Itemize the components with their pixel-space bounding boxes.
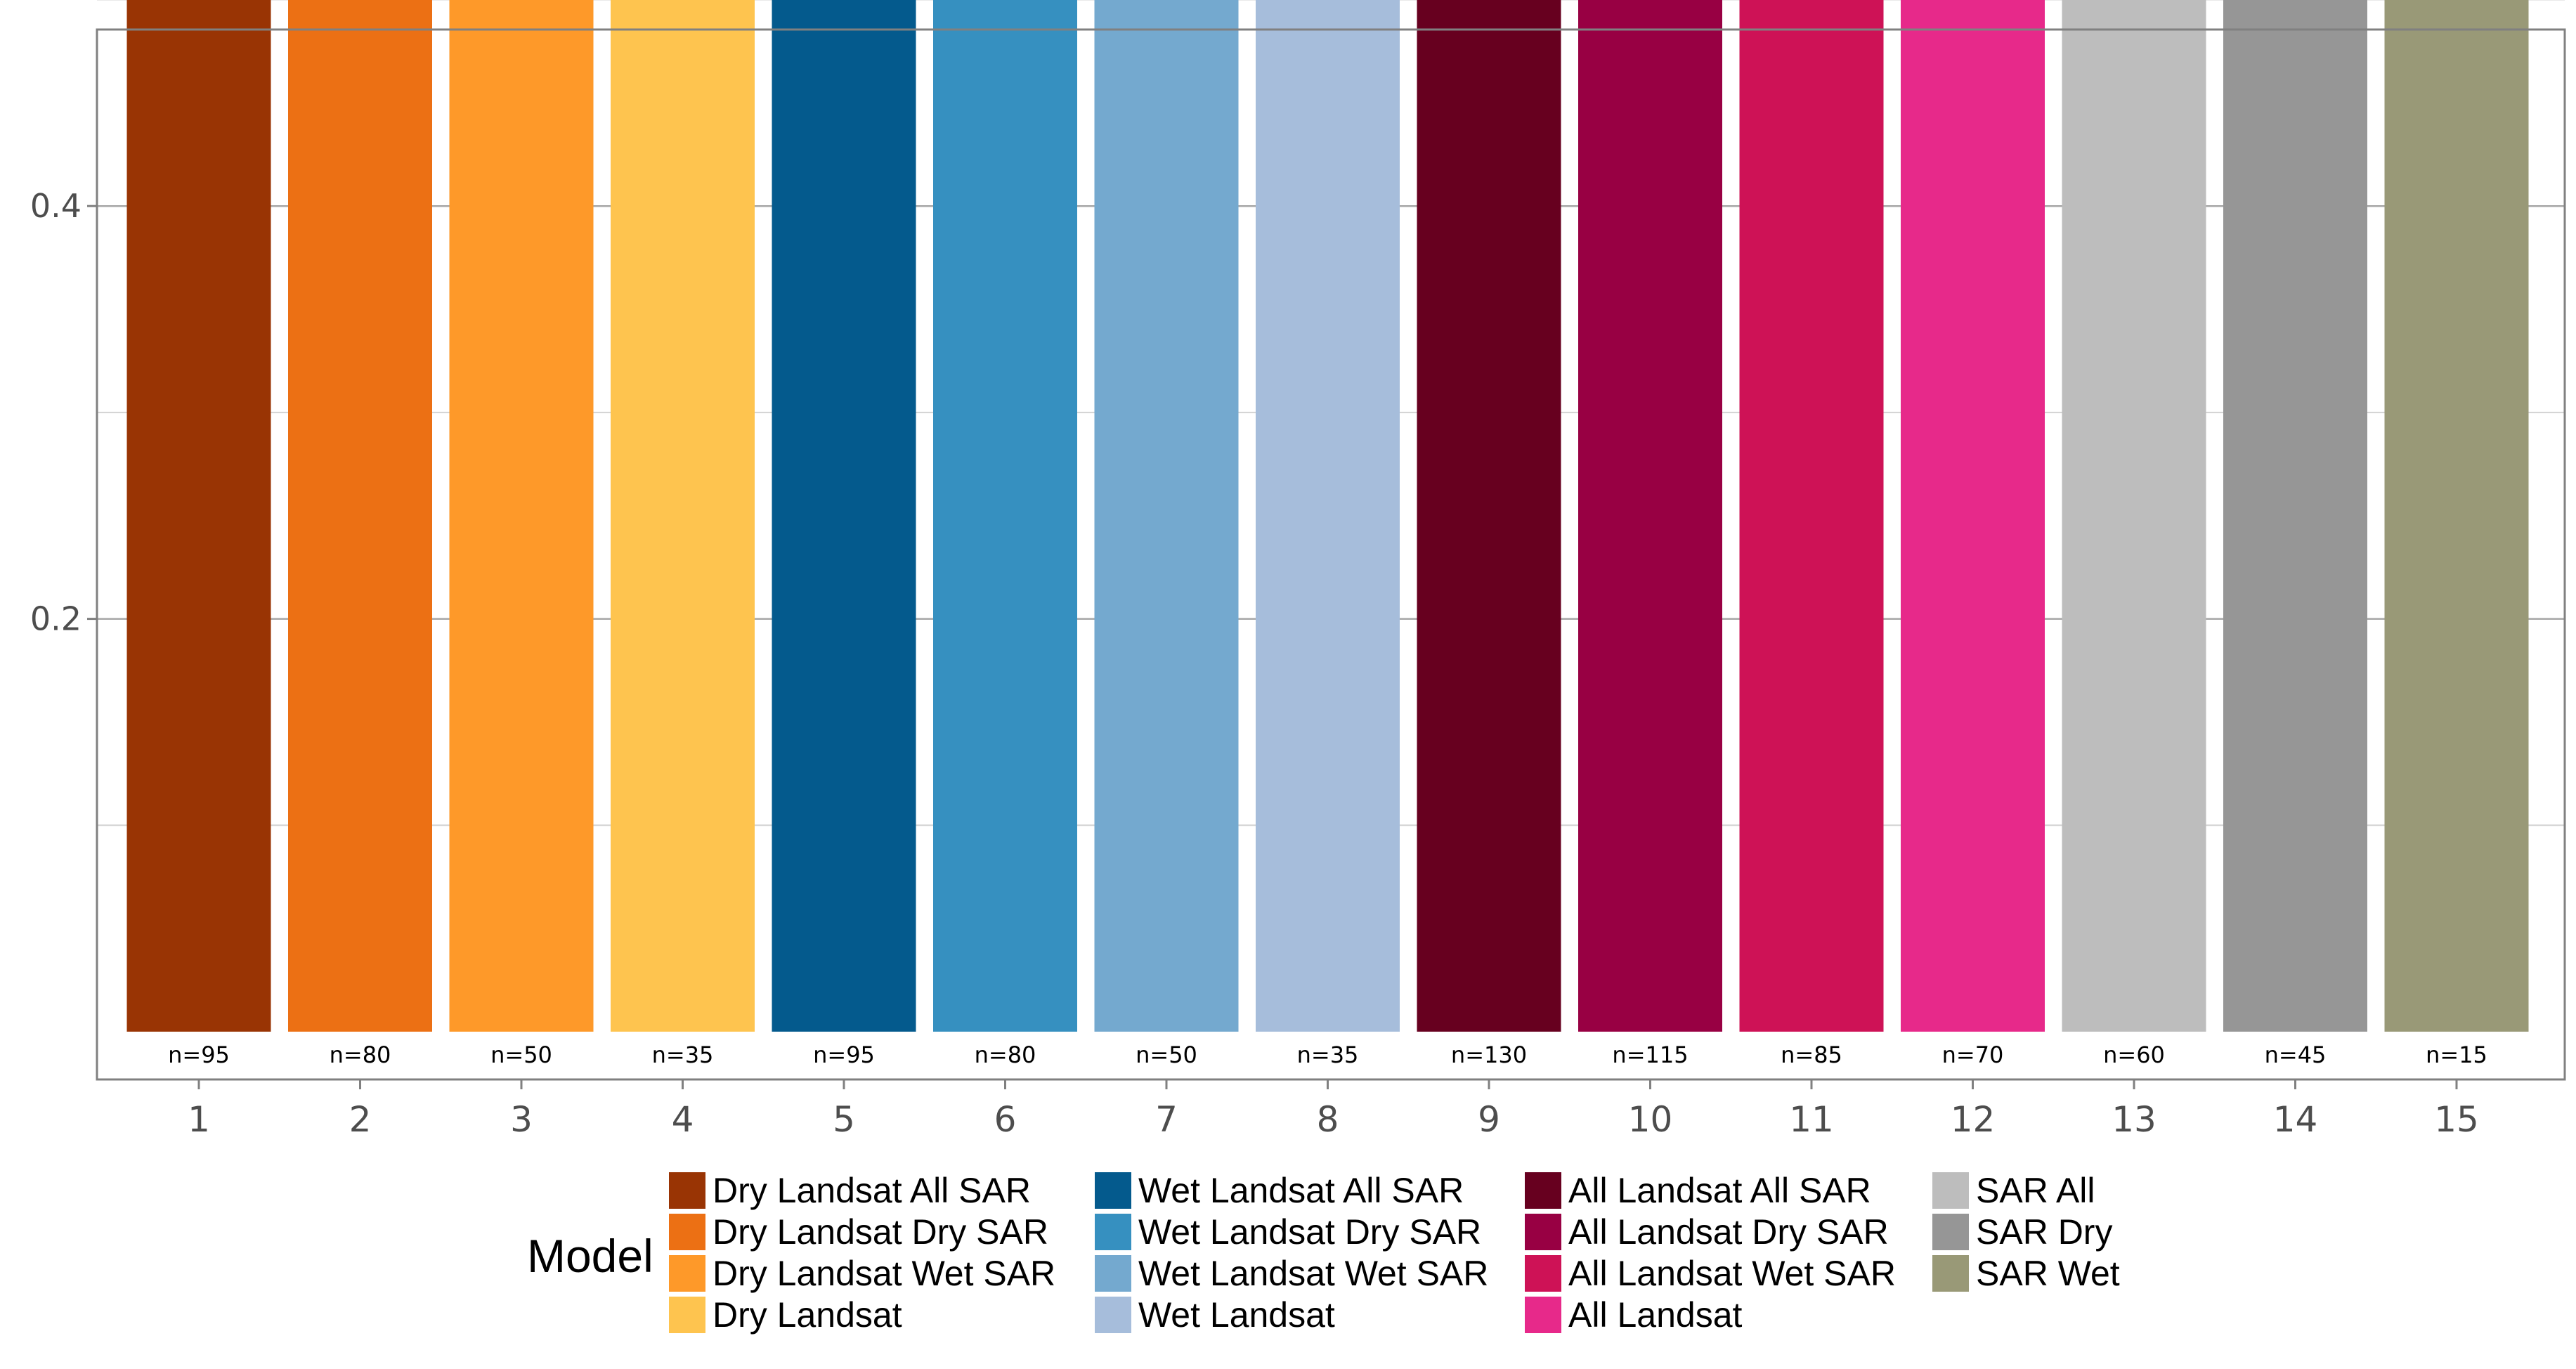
sample-size-label: n=60 bbox=[2103, 1042, 2165, 1068]
bar bbox=[449, 0, 594, 1032]
sample-size-label: n=130 bbox=[1451, 1042, 1527, 1068]
x-tick-label: 10 bbox=[1628, 1099, 1673, 1140]
x-tick-label: 9 bbox=[1478, 1099, 1500, 1140]
legend-swatch bbox=[1095, 1255, 1131, 1292]
x-tick-label: 7 bbox=[1155, 1099, 1178, 1140]
legend-label: All Landsat All SAR bbox=[1568, 1171, 1871, 1210]
legend-label: Wet Landsat Wet SAR bbox=[1138, 1254, 1488, 1293]
sample-size-label: n=80 bbox=[975, 1042, 1036, 1068]
legend-label: All Landsat Dry SAR bbox=[1568, 1212, 1889, 1252]
legend-swatch bbox=[1095, 1297, 1131, 1333]
legend-label: Dry Landsat bbox=[713, 1295, 902, 1335]
legend-swatch bbox=[1525, 1172, 1561, 1209]
sample-size-label: n=50 bbox=[1136, 1042, 1197, 1068]
bar bbox=[2384, 0, 2529, 1032]
y-tick-label: 0.4 bbox=[30, 187, 82, 225]
legend-swatch bbox=[1095, 1214, 1131, 1250]
bar bbox=[1256, 0, 1400, 1032]
legend-title: Model bbox=[527, 1230, 653, 1282]
bar bbox=[1901, 0, 2045, 1032]
legend-label: Dry Landsat All SAR bbox=[713, 1171, 1031, 1210]
x-tick-label: 4 bbox=[672, 1099, 694, 1140]
sample-size-label: n=50 bbox=[490, 1042, 552, 1068]
bar bbox=[1578, 0, 1722, 1032]
bar bbox=[933, 0, 1077, 1032]
bar bbox=[772, 0, 916, 1032]
bar bbox=[1094, 0, 1239, 1032]
sample-size-label: n=80 bbox=[330, 1042, 391, 1068]
legend-swatch bbox=[1095, 1172, 1131, 1209]
sample-size-label: n=70 bbox=[1942, 1042, 2004, 1068]
sample-size-label: n=15 bbox=[2426, 1042, 2487, 1068]
sample-size-label: n=95 bbox=[168, 1042, 230, 1068]
legend-label: All Landsat Wet SAR bbox=[1568, 1254, 1896, 1293]
legend-swatch bbox=[1525, 1255, 1561, 1292]
x-tick-label: 8 bbox=[1317, 1099, 1339, 1140]
axes: 0.20.40.60.8123456789101112131415 bbox=[30, 187, 2479, 1140]
legend-label: SAR Dry bbox=[1976, 1212, 2112, 1252]
x-tick-label: 12 bbox=[1951, 1099, 1996, 1140]
legend-label: Wet Landsat bbox=[1138, 1295, 1335, 1335]
bar bbox=[1739, 0, 1884, 1032]
bar bbox=[1417, 0, 1561, 1032]
sample-size-label: n=85 bbox=[1781, 1042, 1842, 1068]
legend-label: Wet Landsat Dry SAR bbox=[1138, 1212, 1481, 1252]
bar bbox=[611, 0, 755, 1032]
x-tick-label: 2 bbox=[349, 1099, 372, 1140]
x-tick-label: 11 bbox=[1789, 1099, 1834, 1140]
x-tick-label: 15 bbox=[2434, 1099, 2479, 1140]
legend-swatch bbox=[1932, 1172, 1969, 1209]
legend-swatch bbox=[669, 1297, 705, 1333]
sample-size-label: n=35 bbox=[1297, 1042, 1359, 1068]
x-tick-label: 3 bbox=[510, 1099, 533, 1140]
legend-label: Dry Landsat Dry SAR bbox=[713, 1212, 1048, 1252]
legend-label: Dry Landsat Wet SAR bbox=[713, 1254, 1055, 1293]
sample-size-label: n=45 bbox=[2265, 1042, 2327, 1068]
x-tick-label: 6 bbox=[994, 1099, 1017, 1140]
x-tick-label: 14 bbox=[2273, 1099, 2318, 1140]
legend-label: Wet Landsat All SAR bbox=[1138, 1171, 1464, 1210]
bar bbox=[288, 0, 432, 1032]
sample-size-label: n=35 bbox=[652, 1042, 714, 1068]
legend-swatch bbox=[669, 1172, 705, 1209]
legend-label: SAR Wet bbox=[1976, 1254, 2120, 1293]
sample-size-label: n=115 bbox=[1612, 1042, 1688, 1068]
sample-size-label: n=95 bbox=[813, 1042, 875, 1068]
legend-swatch bbox=[1932, 1255, 1969, 1292]
x-tick-label: 13 bbox=[2112, 1099, 2157, 1140]
bar bbox=[2062, 0, 2206, 1032]
data-labels: 91.01.7n=9591.01.7n=8086.82.0n=5081.72.3… bbox=[168, 1042, 2487, 1068]
bar bbox=[126, 0, 271, 1032]
plot-border bbox=[96, 28, 2566, 1081]
x-tick-label: 5 bbox=[833, 1099, 855, 1140]
legend-label: SAR All bbox=[1976, 1171, 2095, 1210]
x-tick-label: 1 bbox=[188, 1099, 210, 1140]
legend-swatch bbox=[1932, 1214, 1969, 1250]
y-tick-label: 0.2 bbox=[30, 600, 82, 638]
legend-swatch bbox=[669, 1255, 705, 1292]
bar bbox=[2223, 0, 2367, 1032]
legend-swatch bbox=[1525, 1214, 1561, 1250]
legend-label: All Landsat bbox=[1568, 1295, 1742, 1335]
legend-swatch bbox=[1525, 1297, 1561, 1333]
bars bbox=[126, 0, 2529, 1032]
legend-swatch bbox=[669, 1214, 705, 1250]
